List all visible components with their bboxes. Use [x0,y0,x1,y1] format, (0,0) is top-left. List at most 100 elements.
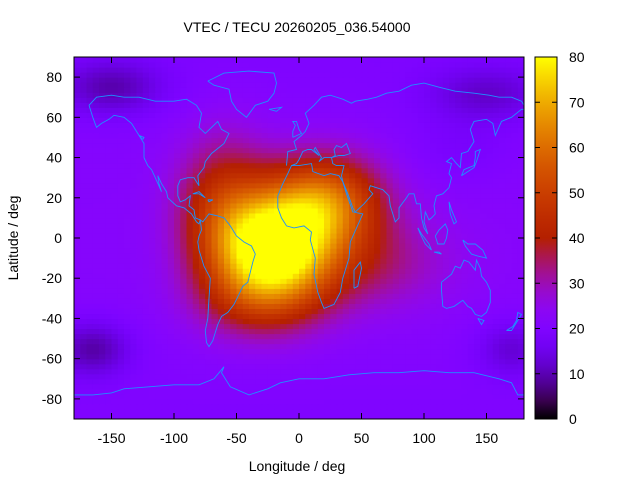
heatmap-cell [492,328,500,335]
heatmap-cell [205,192,213,199]
heatmap-cell [124,227,131,234]
heatmap-cell [349,122,356,128]
heatmap-cell [186,222,194,229]
heatmap-cell [230,72,238,78]
heatmap-cell [149,388,156,395]
heatmap-cell [361,348,369,355]
heatmap-cell [211,167,219,174]
heatmap-cell [461,72,469,78]
heatmap-cell [155,408,163,415]
heatmap-cell [136,283,144,289]
heatmap-cell [442,97,450,103]
heatmap-cell [499,132,506,139]
heatmap-cell [380,87,388,93]
heatmap-cell [167,403,175,410]
heatmap-cell [367,293,375,299]
heatmap-cell [392,413,400,419]
heatmap-cell [274,157,281,164]
heatmap-cell [505,167,513,174]
heatmap-cell [336,107,344,113]
heatmap-cell [267,278,275,284]
heatmap-cell [311,112,319,118]
heatmap-cell [161,258,169,264]
heatmap-cell [92,323,100,330]
heatmap-cell [230,353,238,360]
heatmap-cell [142,142,150,149]
heatmap-cell [224,97,231,103]
heatmap-cell [311,227,319,234]
heatmap-cell [336,217,344,224]
heatmap-cell [161,333,169,340]
heatmap-cell [299,343,306,350]
heatmap-cell [130,122,138,128]
heatmap-cell [342,202,350,209]
heatmap-cell [130,373,138,380]
heatmap-cell [99,167,106,174]
heatmap-cell [105,187,113,194]
heatmap-cell [180,328,188,335]
heatmap-cell [499,338,506,345]
heatmap-cell [499,393,506,400]
heatmap-cell [267,293,275,299]
heatmap-cell [330,82,338,88]
heatmap-cell [105,232,113,239]
heatmap-cell [155,67,163,73]
heatmap-cell [511,368,519,375]
heatmap-cell [167,248,175,254]
heatmap-cell [99,258,106,264]
heatmap-cell [149,348,156,355]
heatmap-cell [399,358,406,365]
heatmap-cell [292,87,300,93]
heatmap-cell [249,92,256,98]
heatmap-cell [255,283,263,289]
heatmap-cell [317,373,325,380]
heatmap-cell [311,97,319,103]
heatmap-cell [292,278,300,284]
heatmap-cell [486,358,494,365]
heatmap-cell [405,243,413,249]
heatmap-cell [286,288,294,294]
heatmap-cell [136,378,144,385]
heatmap-cell [242,378,250,385]
heatmap-cell [486,323,494,330]
heatmap-cell [392,358,400,365]
heatmap-cell [424,172,431,179]
heatmap-cell [224,197,231,204]
heatmap-cell [467,92,475,98]
heatmap-cell [311,117,319,123]
heatmap-cell [161,273,169,279]
heatmap-cell [311,333,319,340]
heatmap-cell [192,157,200,164]
heatmap-cell [92,358,100,365]
heatmap-cell [274,263,281,269]
heatmap-cell [80,67,88,73]
heatmap-cell [505,117,513,123]
heatmap-cell [230,333,238,340]
heatmap-cell [355,323,363,330]
heatmap-cell [186,293,194,299]
heatmap-cell [74,157,81,164]
heatmap-cell [492,202,500,209]
heatmap-cell [124,202,131,209]
heatmap-cell [417,192,425,199]
heatmap-cell [430,283,438,289]
heatmap-cell [442,102,450,108]
heatmap-cell [124,413,131,419]
heatmap-cell [517,353,524,360]
heatmap-cell [161,313,169,320]
heatmap-cell [111,147,119,154]
heatmap-cell [430,132,438,139]
heatmap-cell [186,263,194,269]
heatmap-cell [392,363,400,370]
heatmap-cell [261,222,269,229]
heatmap-cell [492,373,500,380]
heatmap-cell [430,363,438,370]
heatmap-cell [92,162,100,169]
heatmap-cell [380,263,388,269]
heatmap-cell [480,308,488,315]
heatmap-cell [117,338,125,345]
heatmap-cell [349,248,356,254]
heatmap-cell [505,348,513,355]
heatmap-cell [292,132,300,139]
heatmap-cell [217,177,225,184]
